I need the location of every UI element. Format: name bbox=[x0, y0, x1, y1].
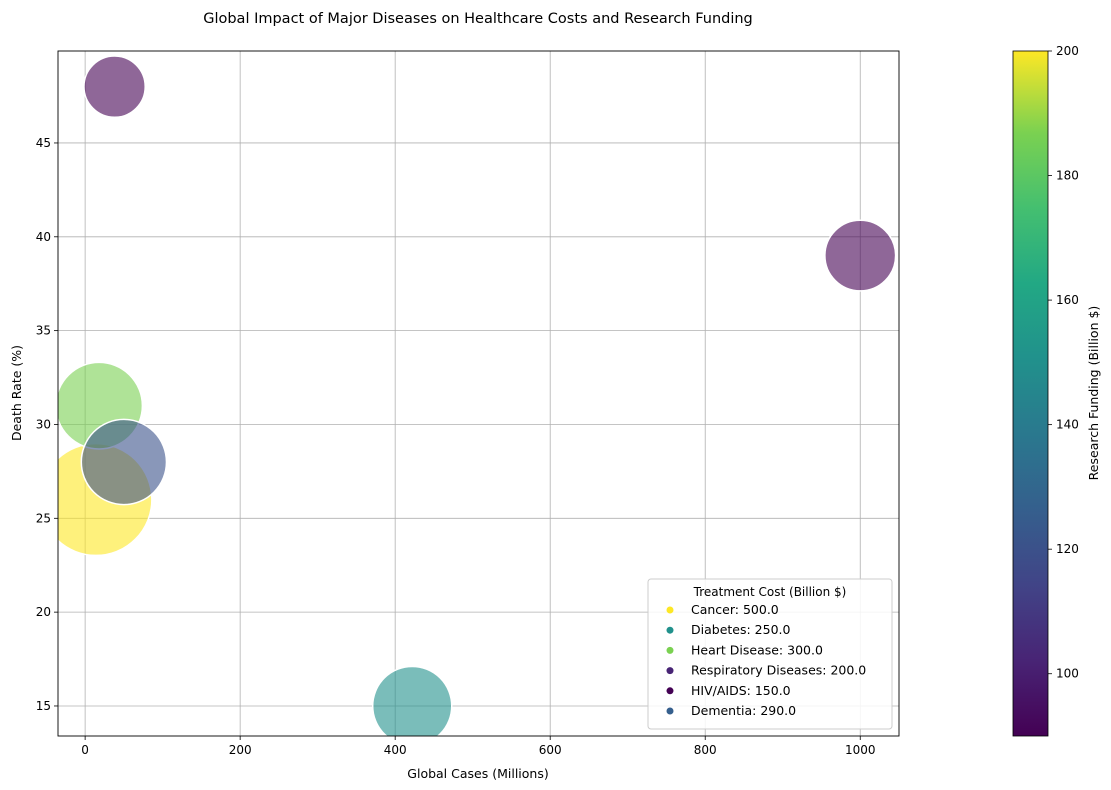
colorbar-tick-label: 120 bbox=[1056, 542, 1079, 556]
legend-box bbox=[647, 578, 893, 730]
x-tick-label: 200 bbox=[229, 743, 252, 757]
legend-marker bbox=[666, 667, 674, 675]
colorbar-tick-label: 160 bbox=[1056, 293, 1079, 307]
legend-entry: Respiratory Diseases: 200.0 bbox=[691, 663, 866, 678]
y-tick-label: 20 bbox=[36, 605, 51, 619]
legend-marker bbox=[666, 646, 674, 654]
x-tick-label: 1000 bbox=[845, 743, 876, 757]
legend-title: Treatment Cost (Billion $) bbox=[693, 585, 847, 599]
colorbar-tick-label: 180 bbox=[1056, 169, 1079, 183]
y-tick-label: 35 bbox=[36, 324, 51, 338]
colorbar-label: Research Funding (Billion $) bbox=[1086, 306, 1101, 481]
legend-entry: Diabetes: 250.0 bbox=[691, 622, 791, 637]
legend-marker bbox=[666, 687, 674, 695]
legend-marker bbox=[666, 707, 674, 715]
x-axis-label: Global Cases (Millions) bbox=[407, 766, 548, 781]
x-axis-ticks: 0 200 400 600 800 1000 bbox=[81, 736, 876, 757]
legend-marker bbox=[666, 626, 674, 634]
x-tick-label: 0 bbox=[81, 743, 89, 757]
bubble-respiratory-diseases bbox=[824, 219, 897, 292]
legend-entry: Heart Disease: 300.0 bbox=[691, 642, 823, 657]
x-tick-label: 600 bbox=[539, 743, 562, 757]
legend-entry: HIV/AIDS: 150.0 bbox=[691, 683, 791, 698]
colorbar-tick-label: 140 bbox=[1056, 418, 1079, 432]
legend-entry: Cancer: 500.0 bbox=[691, 602, 779, 617]
y-axis-label: Death Rate (%) bbox=[9, 345, 24, 441]
y-tick-label: 40 bbox=[36, 230, 51, 244]
bubble-diabetes bbox=[371, 665, 453, 736]
bubble-layer bbox=[58, 55, 897, 736]
bubble-hiv-aids bbox=[83, 55, 146, 119]
grid-lines bbox=[58, 51, 899, 736]
colorbar-tick-label: 200 bbox=[1056, 44, 1079, 58]
chart-title: Global Impact of Major Diseases on Healt… bbox=[203, 11, 753, 27]
y-axis-ticks: 15 20 25 30 35 40 45 bbox=[36, 136, 58, 713]
legend-marker bbox=[666, 606, 674, 614]
legend: Treatment Cost (Billion $) Cancer: 500.0… bbox=[647, 578, 893, 730]
bubble-dementia bbox=[80, 418, 168, 506]
y-tick-label: 45 bbox=[36, 136, 51, 150]
colorbar-tick-label: 100 bbox=[1056, 667, 1079, 681]
y-tick-label: 15 bbox=[36, 699, 51, 713]
y-tick-label: 30 bbox=[36, 417, 51, 431]
colorbar: 100 120 140 160 180 200 Research Funding (Bil… bbox=[1012, 44, 1101, 737]
legend-entry: Dementia: 290.0 bbox=[691, 703, 796, 718]
colorbar-ticks: 100 120 140 160 180 200 bbox=[1048, 44, 1079, 681]
colorbar-gradient bbox=[1012, 50, 1049, 737]
x-tick-label: 400 bbox=[384, 743, 407, 757]
y-tick-label: 25 bbox=[36, 511, 51, 525]
plot-frame bbox=[57, 50, 900, 737]
x-tick-label: 800 bbox=[694, 743, 717, 757]
